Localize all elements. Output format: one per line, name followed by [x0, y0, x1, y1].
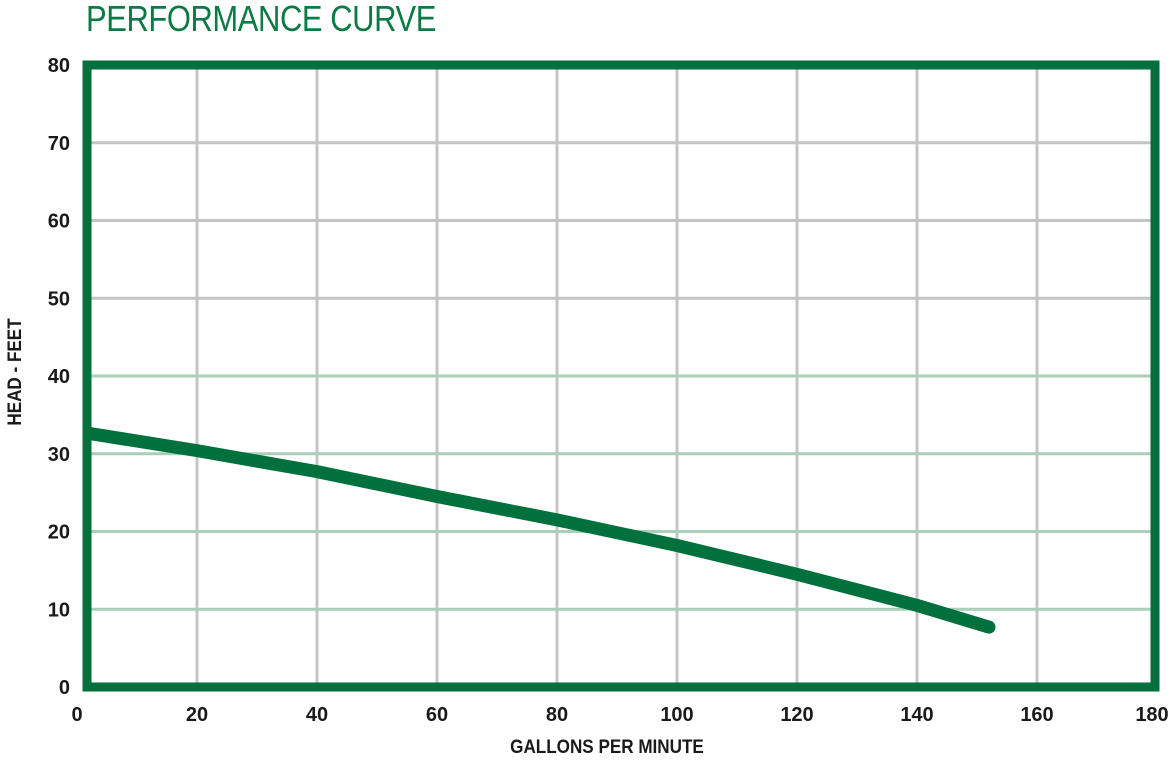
y-axis-ticks: 0 10 20 30 40 50 60 70 80 — [48, 55, 70, 699]
y-axis-label: HEAD - FEET — [4, 318, 25, 425]
x-axis-label: GALLONS PER MINUTE — [510, 736, 704, 757]
x-tick-label: 120 — [780, 704, 813, 726]
chart-title: PERFORMANCE CURVE — [86, 0, 436, 39]
x-tick-label: 140 — [900, 704, 933, 726]
y-tick-label: 20 — [48, 522, 70, 544]
x-tick-label: 0 — [71, 704, 82, 726]
x-axis-ticks: 0 20 40 60 80 100 120 140 160 180 — [71, 704, 1168, 726]
y-tick-label: 10 — [48, 599, 70, 621]
y-tick-label: 0 — [59, 677, 70, 699]
x-tick-label: 60 — [426, 704, 448, 726]
y-tick-label: 70 — [48, 133, 70, 155]
plot-frame — [82, 60, 1160, 692]
x-tick-label: 100 — [660, 704, 693, 726]
y-tick-label: 40 — [48, 366, 70, 388]
x-tick-label: 180 — [1135, 704, 1168, 726]
y-tick-label: 60 — [48, 211, 70, 233]
grid-lines — [87, 65, 1155, 687]
y-tick-label: 30 — [48, 444, 70, 466]
x-tick-label: 160 — [1020, 704, 1053, 726]
y-tick-label: 80 — [48, 55, 70, 77]
x-tick-label: 80 — [546, 704, 568, 726]
x-tick-label: 40 — [306, 704, 328, 726]
y-tick-label: 50 — [48, 288, 70, 310]
x-tick-label: 20 — [186, 704, 208, 726]
performance-curve-line — [83, 427, 996, 634]
